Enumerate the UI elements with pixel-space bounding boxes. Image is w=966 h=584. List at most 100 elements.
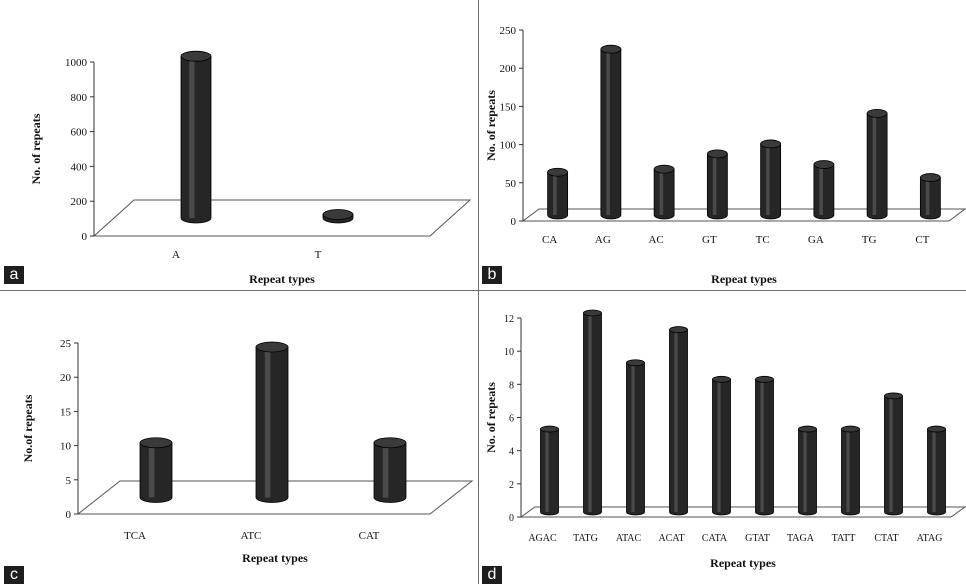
chart-c-category-label: ATC <box>241 530 262 542</box>
chart-d-bar <box>583 309 602 516</box>
chart-b-bar-top <box>547 167 569 177</box>
chart-panel-b: 0 50 100 150 200 250 No. of repeats Repeat type… <box>479 0 966 290</box>
chart-d-bar-top <box>669 326 688 333</box>
chart-d-bar-body <box>669 329 688 516</box>
chart-c-bar <box>139 437 173 503</box>
chart-d-bar <box>540 425 559 516</box>
chart-c-svg: 0 5 10 15 20 25 No.of repeats Repeat types TCA AT… <box>21 338 474 565</box>
chart-d-bar-highlight <box>803 429 807 512</box>
chart-b-bar-top <box>653 164 675 174</box>
chart-d-bar-body <box>583 312 602 516</box>
chart-b-bar <box>600 44 622 220</box>
chart-b-bar-highlight <box>553 172 557 215</box>
chart-b-category-label: CT <box>915 234 929 246</box>
chart-c-category-label: CAT <box>359 530 380 542</box>
chart-c-ytick-label: 0 <box>66 509 72 521</box>
chart-b-ytick-label: 150 <box>500 101 517 113</box>
chart-d-ytick-label: 2 <box>509 480 514 491</box>
chart-c-bar-body <box>139 442 173 503</box>
chart-b-x-axis-label: Repeat types <box>711 272 777 286</box>
chart-a-bar-top <box>322 209 354 220</box>
panel-label-a: a <box>4 266 24 284</box>
chart-d-bar-top <box>755 375 774 383</box>
chart-d-bar-highlight <box>846 429 850 512</box>
chart-d-category-label: CATA <box>702 533 728 544</box>
chart-c-x-axis-label: Repeat types <box>242 551 308 565</box>
chart-b-bar-highlight <box>925 177 930 215</box>
chart-d-ytick-label: 6 <box>509 414 514 425</box>
chart-b-category-label: GA <box>808 234 824 246</box>
chart-c-y-axis-label: No.of repeats <box>21 394 35 462</box>
chart-c-bar-body <box>255 346 289 503</box>
chart-c-floor <box>76 480 474 515</box>
chart-d-bar-body <box>841 428 860 516</box>
chart-d-ytick-label: 0 <box>509 513 514 524</box>
chart-b-bar-body <box>600 48 622 220</box>
panel-divider-horizontal <box>0 290 966 291</box>
chart-d-category-label: GTAT <box>745 533 770 544</box>
panel-label-d: d <box>482 566 502 584</box>
chart-b-bar-body <box>653 168 675 220</box>
chart-b-bar-top <box>919 173 941 182</box>
chart-b-bar-body <box>760 143 782 220</box>
chart-d-ytick-label: 8 <box>509 380 514 391</box>
chart-b-bar-body <box>813 164 835 220</box>
chart-d-bar-top <box>712 375 731 383</box>
chart-d-bar-body <box>755 378 774 516</box>
chart-b-category-label: AG <box>595 234 611 246</box>
chart-d-bar-body <box>540 428 559 516</box>
chart-a-ytick-label: 400 <box>71 161 88 173</box>
chart-d-bar <box>626 359 645 516</box>
chart-b-bar-body <box>919 177 941 220</box>
chart-c-bar-top <box>139 437 173 449</box>
chart-panel-a: 0 200 400 600 800 1000 No. of repeats Repeat ty… <box>0 0 478 290</box>
chart-d-category-label: AGAC <box>528 533 557 544</box>
chart-b-bar-top <box>813 160 835 169</box>
chart-d-bar-top <box>583 309 602 317</box>
chart-d-bar <box>798 425 817 516</box>
chart-c-ytick-label: 20 <box>60 372 72 384</box>
chart-d-bar-highlight <box>545 429 549 512</box>
chart-b-bar-body <box>547 171 569 220</box>
chart-b-svg: 0 50 100 150 200 250 No. of repeats Repeat type… <box>484 25 966 286</box>
chart-b-y-axis-label: No. of repeats <box>484 90 498 161</box>
chart-d-bar-highlight <box>889 395 893 512</box>
chart-c-bar-highlight <box>264 347 271 498</box>
chart-d-category-label: ACAT <box>658 533 684 544</box>
chart-b-ytick-label: 200 <box>500 63 517 75</box>
chart-c-bar-top <box>255 341 289 353</box>
chart-d-bar-top <box>927 425 946 433</box>
chart-d-bar <box>841 425 860 516</box>
chart-b-bar-body <box>706 153 728 220</box>
chart-d-bar-body <box>626 362 645 516</box>
chart-d-category-label: TATT <box>832 533 856 544</box>
chart-b-bar-top <box>706 149 728 159</box>
chart-b-bar <box>547 167 569 220</box>
chart-d-bar-top <box>798 425 817 433</box>
chart-d-bar-body <box>884 395 903 516</box>
chart-d-bar <box>669 326 688 516</box>
chart-b-bar <box>813 160 835 220</box>
chart-d-svg: 0 2 4 6 8 10 12 No. of repeats Repeat types AGAC T… <box>484 309 966 570</box>
chart-d-x-axis-label: Repeat types <box>710 556 776 570</box>
chart-c-ytick-label: 5 <box>66 475 72 487</box>
panel-divider-vertical <box>478 0 479 584</box>
chart-c-ytick-label: 15 <box>60 406 72 418</box>
chart-d-category-label: ATAG <box>917 533 943 544</box>
chart-b-category-label: GT <box>702 234 717 246</box>
chart-d-bar-highlight <box>760 379 764 512</box>
chart-d-bar-top <box>626 359 645 367</box>
chart-a-bar <box>180 50 212 224</box>
chart-b-floor <box>521 208 966 222</box>
chart-b-bar-highlight <box>712 153 717 215</box>
chart-d-ytick-label: 4 <box>509 447 514 458</box>
chart-b-category-label: TC <box>756 234 770 246</box>
chart-b-bar <box>653 164 675 220</box>
chart-a-x-axis-label: Repeat types <box>249 272 315 286</box>
chart-d-bar <box>927 425 946 516</box>
chart-panel-d: 0 2 4 6 8 10 12 No. of repeats Repeat types AGAC T… <box>479 291 966 584</box>
chart-a-ytick-label: 800 <box>71 92 88 104</box>
chart-d-bar <box>884 392 903 516</box>
chart-c-bar <box>373 437 407 503</box>
chart-a-bar <box>322 209 354 224</box>
